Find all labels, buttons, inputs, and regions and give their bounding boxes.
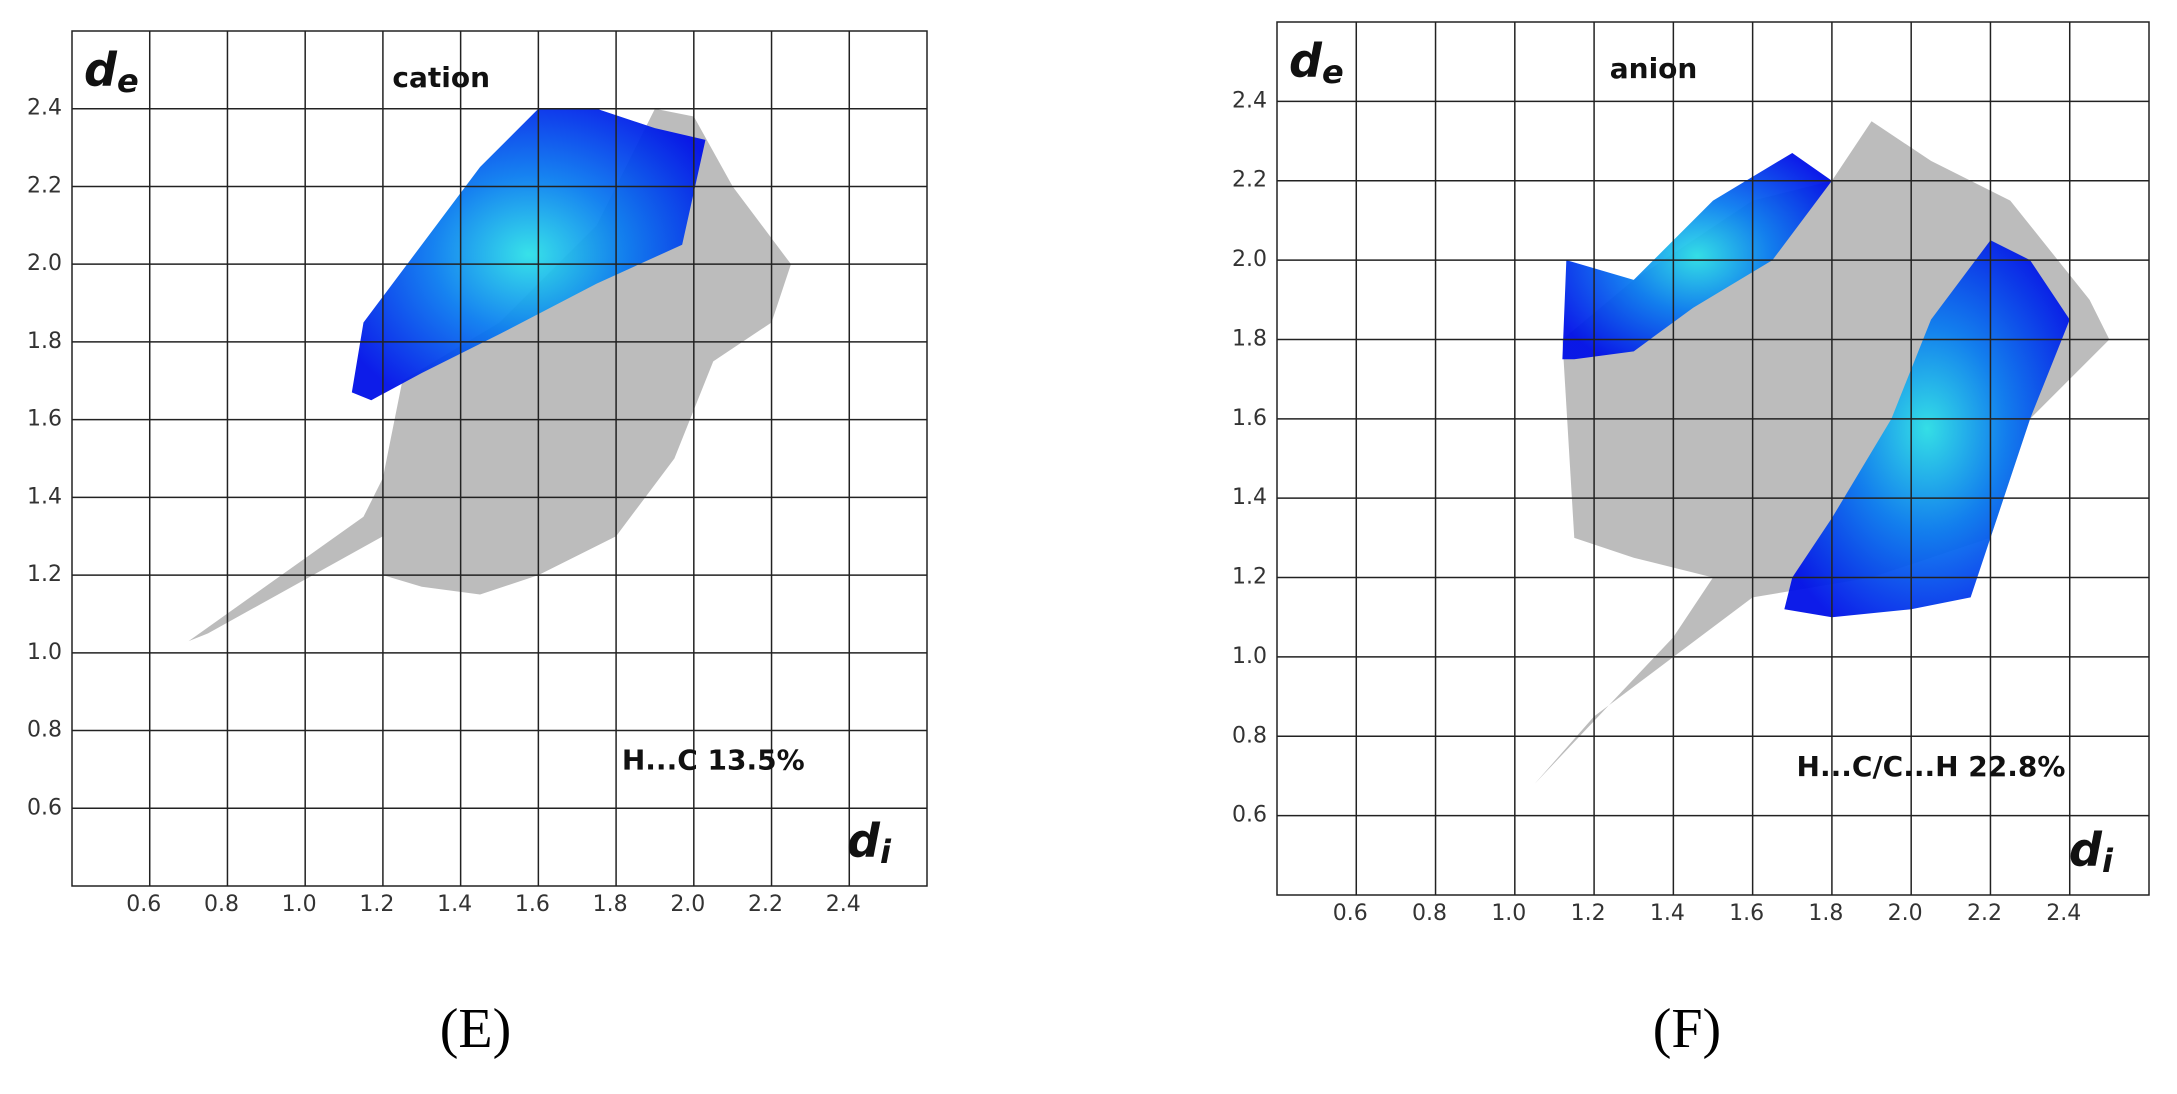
x-axis-label: di [2069,823,2114,881]
x-tick-label: 2.4 [826,892,861,917]
y-axis-label-sub: e [117,62,139,100]
x-tick-label: 2.4 [2046,901,2081,926]
y-tick-label: 1.8 [27,329,62,354]
y-tick-label: 1.2 [1232,565,1267,590]
plot-frame [71,30,928,887]
density-cloud [1534,121,2110,784]
x-tick-label: 1.8 [593,892,628,917]
y-tick-label: 1.0 [1232,644,1267,669]
x-tick-label: 1.0 [1491,901,1526,926]
x-axis-label-sub: i [880,833,892,871]
y-tick-label: 2.0 [1232,247,1267,272]
y-tick-label: 0.8 [1232,723,1267,748]
y-axis-label-main: d [1289,34,1323,88]
x-tick-label: 1.6 [1729,901,1764,926]
x-tick-label: 0.8 [204,892,239,917]
x-tick-label: 0.8 [1412,901,1447,926]
y-tick-label: 1.0 [27,640,62,665]
y-axis-label-sub: e [1322,53,1344,91]
x-axis-label: di [847,814,892,872]
y-tick-label: 1.4 [1232,485,1267,510]
panel: 0.6 0.8 1.0 1.2 1.4 1.6 1.8 2.0 2.2 2.4 0.6 0.8 1.0 1… [27,30,928,1060]
x-tick-label: 2.2 [748,892,783,917]
y-axis-label: de [1289,34,1344,92]
x-tick-label: 1.4 [1650,901,1685,926]
x-tick-label: 1.6 [515,892,550,917]
note: H...C 13.5% [622,744,805,777]
y-tick-label: 1.8 [1232,326,1267,351]
x-tick-label: 0.6 [1333,901,1368,926]
y-tick-label: 0.8 [27,718,62,743]
annotation: cation [392,61,490,94]
panel-label: (E) [440,998,512,1060]
density-cloud [1562,152,1832,360]
x-tick-label: 1.0 [282,892,317,917]
density-cloud [1784,240,2070,618]
y-tick-label: 2.0 [27,251,62,276]
density-cloud [351,108,706,401]
x-tick-label: 1.2 [359,892,394,917]
x-tick-label: 0.6 [126,892,161,917]
note: H...C/C...H 22.8% [1797,750,2066,783]
plot-frame [1276,21,2150,896]
x-tick-label: 2.2 [1967,901,2002,926]
y-tick-label: 1.2 [27,562,62,587]
x-axis-label-main: d [847,814,881,868]
x-tick-label: 1.8 [1808,901,1843,926]
y-tick-label: 0.6 [1232,803,1267,828]
y-tick-label: 0.6 [27,795,62,820]
panel-label: (F) [1653,998,1721,1060]
x-axis-label-sub: i [2102,842,2114,880]
y-tick-label: 1.6 [27,407,62,432]
y-tick-label: 2.2 [1232,168,1267,193]
x-tick-label: 2.0 [1888,901,1923,926]
y-tick-label: 2.4 [1232,88,1267,113]
y-tick-label: 2.4 [27,96,62,121]
annotation: anion [1610,52,1698,85]
x-tick-label: 2.0 [670,892,705,917]
y-tick-label: 1.6 [1232,406,1267,431]
y-tick-label: 2.2 [27,173,62,198]
panel: 0.6 0.8 1.0 1.2 1.4 1.6 1.8 2.0 2.2 2.4 0.6 0.8 1.0 1… [1232,21,2150,1060]
x-tick-label: 1.4 [437,892,472,917]
y-axis-label: de [84,43,139,101]
x-axis-label-main: d [2069,823,2103,877]
x-tick-label: 1.2 [1571,901,1606,926]
y-tick-label: 1.4 [27,484,62,509]
y-axis-label-main: d [84,43,118,97]
